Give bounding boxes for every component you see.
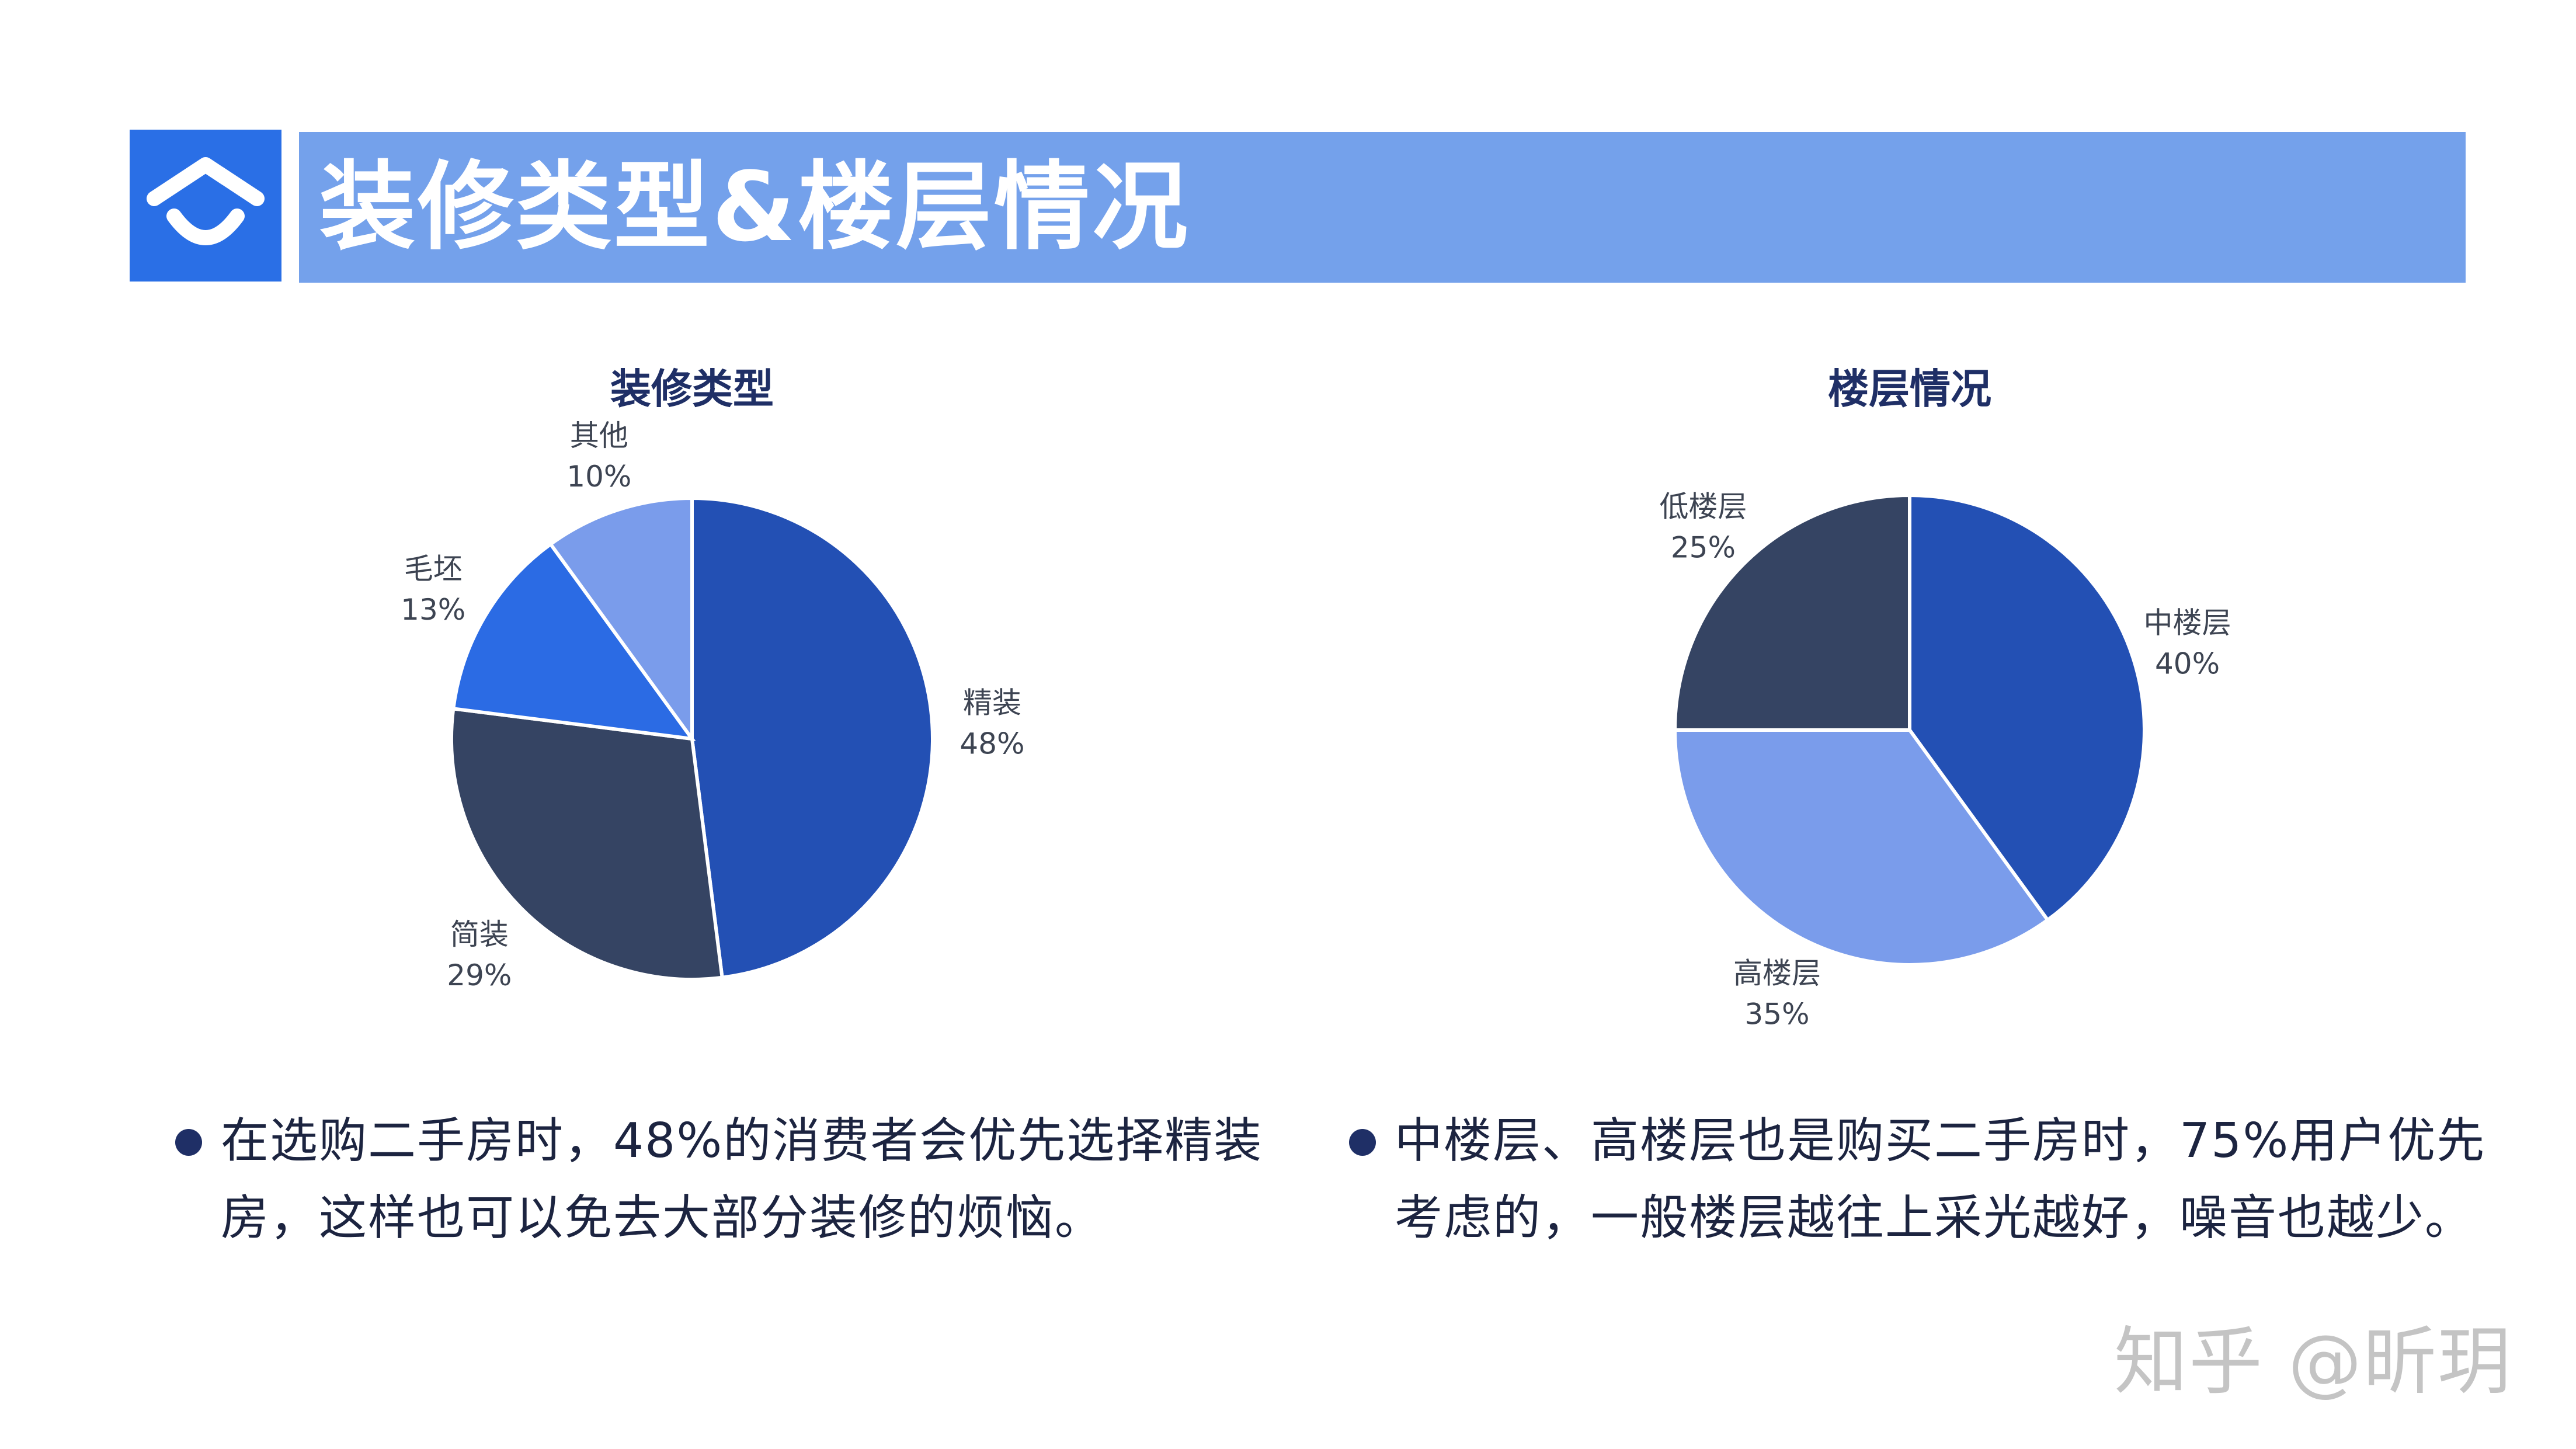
slice-label: 中楼层 xyxy=(2144,606,2231,640)
slice-value: 10% xyxy=(566,460,631,494)
pie-slice xyxy=(690,496,934,980)
pie-slice xyxy=(1673,493,1911,732)
pie-slice xyxy=(1673,728,2050,967)
slice-value: 48% xyxy=(960,727,1024,761)
bullet-left-text: 在选购二手房时，48%的消费者会优先选择精装房，这样也可以免去大部分装修的烦恼。 xyxy=(221,1113,1263,1246)
watermark: 知乎 @昕玥 xyxy=(2114,1319,2513,1405)
slice-label: 简装 xyxy=(450,918,509,951)
pie-slice xyxy=(450,707,724,981)
slice-value: 13% xyxy=(401,593,465,627)
header-bar: 装修类型&楼层情况 xyxy=(299,132,2466,283)
slice-value: 40% xyxy=(2155,647,2220,680)
house-icon xyxy=(147,157,265,245)
slice-label: 精装 xyxy=(963,686,1021,720)
bullet-dot xyxy=(175,1129,202,1156)
pie-slice xyxy=(548,496,694,745)
slice-label: 高楼层 xyxy=(1733,957,1821,991)
pie-slice xyxy=(1908,493,2146,923)
chart-title: 楼层情况 xyxy=(1828,365,1991,413)
bullet-right: 中楼层、高楼层也是购买二手房时，75%用户优先考虑的，一般楼层越往上采光越好，噪… xyxy=(1349,1103,2492,1257)
page-title: 装修类型&楼层情况 xyxy=(319,151,1191,263)
pie-slice xyxy=(451,541,696,741)
slice-value: 25% xyxy=(1671,530,1736,564)
bullet-dot xyxy=(1349,1129,1376,1156)
logo xyxy=(130,130,281,282)
slice-label: 其他 xyxy=(570,419,628,453)
slice-label: 低楼层 xyxy=(1659,489,1747,523)
slice-value: 29% xyxy=(447,958,512,992)
slice-value: 35% xyxy=(1744,998,1809,1031)
slice-label: 毛坯 xyxy=(404,552,463,586)
bullet-left: 在选购二手房时，48%的消费者会优先选择精装房，这样也可以免去大部分装修的烦恼。 xyxy=(175,1103,1319,1257)
chart-title: 装修类型 xyxy=(610,365,774,413)
bullet-right-text: 中楼层、高楼层也是购买二手房时，75%用户优先考虑的，一般楼层越往上采光越好，噪… xyxy=(1395,1113,2486,1246)
